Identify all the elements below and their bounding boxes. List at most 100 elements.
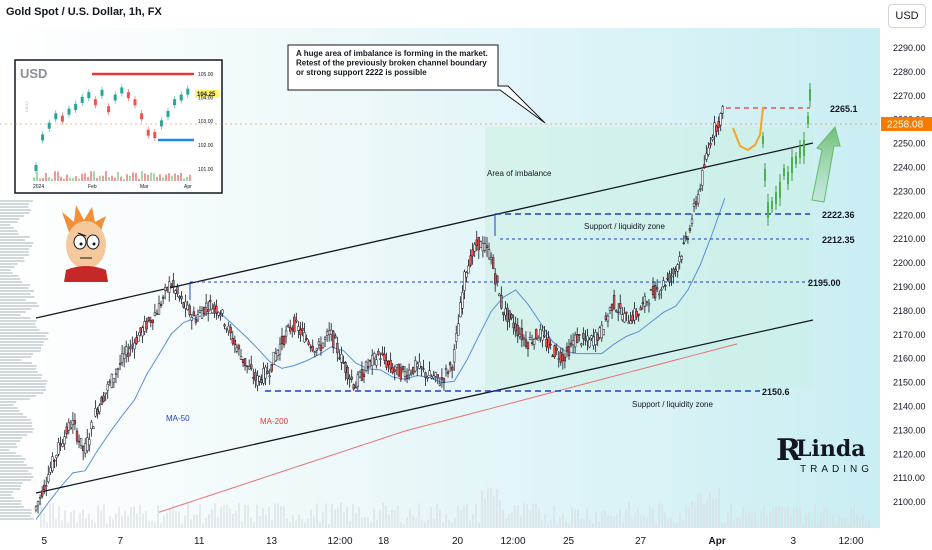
annotation-callout[interactable]: A huge area of imbalance is forming in t… bbox=[287, 44, 546, 124]
volume-bar bbox=[778, 505, 780, 528]
profile-bar bbox=[0, 344, 44, 346]
volume-bar bbox=[493, 495, 495, 528]
candle-body bbox=[108, 381, 111, 383]
candle-body bbox=[701, 170, 704, 186]
price-axis[interactable]: 2290.002280.002270.002260.002250.002240.… bbox=[893, 43, 926, 507]
volume-bar bbox=[397, 505, 399, 528]
candle-body bbox=[69, 426, 72, 430]
volume-bar bbox=[427, 519, 429, 528]
candle-body bbox=[598, 327, 601, 338]
volume-bar bbox=[550, 519, 552, 528]
candle-body bbox=[537, 338, 540, 341]
volume-bar bbox=[463, 505, 465, 528]
volume-bar bbox=[709, 493, 711, 528]
volume-bar bbox=[562, 513, 564, 528]
volume-bar bbox=[844, 518, 846, 528]
price-tick: 2270.00 bbox=[893, 91, 926, 101]
candle-body bbox=[61, 443, 64, 447]
scenario-candle-body bbox=[803, 140, 805, 156]
volume-bar bbox=[439, 509, 441, 528]
candle-body bbox=[561, 354, 565, 361]
candle-body bbox=[280, 335, 284, 345]
inset-volume-bar bbox=[117, 171, 119, 181]
inset-volume-bar bbox=[60, 176, 62, 181]
candle-body bbox=[198, 310, 202, 313]
profile-bar bbox=[0, 428, 35, 430]
candle-body bbox=[393, 369, 396, 372]
volume-bar bbox=[862, 514, 864, 528]
volume-bar bbox=[40, 502, 42, 528]
volume-bar bbox=[820, 513, 822, 528]
volume-bar bbox=[658, 502, 660, 528]
candle-body bbox=[295, 319, 298, 322]
candle-body bbox=[653, 285, 657, 299]
inset-time-feb: Feb bbox=[88, 184, 97, 190]
time-tick: 13 bbox=[266, 536, 278, 547]
candle-body bbox=[57, 442, 60, 455]
profile-bar bbox=[0, 302, 37, 304]
volume-bar bbox=[856, 515, 858, 528]
candle-body bbox=[703, 164, 706, 168]
candle-body bbox=[131, 344, 134, 347]
candle-body bbox=[551, 355, 554, 358]
volume-bar bbox=[481, 490, 483, 528]
candle-body bbox=[608, 307, 612, 312]
candle-body bbox=[71, 419, 75, 425]
profile-bar bbox=[0, 260, 25, 262]
candle-body bbox=[311, 345, 314, 351]
profile-bar bbox=[0, 335, 46, 337]
volume-bar bbox=[208, 514, 210, 528]
volume-bar bbox=[436, 504, 438, 528]
candle-body bbox=[49, 467, 52, 473]
inset-price-101: 101.00 bbox=[198, 167, 214, 173]
volume-bar bbox=[289, 521, 291, 528]
volume-bar bbox=[403, 523, 405, 528]
time-axis[interactable]: 5 7 11 13 12:00 18 20 12:00 25 27 Apr 3 12:00 bbox=[42, 536, 864, 547]
candle-body bbox=[268, 375, 271, 378]
volume-bar bbox=[55, 518, 57, 528]
candle-body bbox=[446, 371, 450, 374]
candle-body bbox=[707, 147, 710, 155]
candle-body bbox=[213, 304, 216, 310]
volume-bar bbox=[223, 504, 225, 528]
candle-body bbox=[289, 327, 292, 332]
time-tick: 12:00 bbox=[328, 536, 353, 547]
candle-body bbox=[565, 346, 569, 351]
volume-bar bbox=[739, 516, 741, 528]
volume-bar bbox=[70, 512, 72, 528]
candle-body bbox=[516, 325, 519, 336]
profile-bar bbox=[0, 287, 29, 289]
candle-body bbox=[545, 338, 548, 347]
candle-body bbox=[559, 351, 562, 363]
profile-bar bbox=[0, 371, 38, 373]
profile-bar bbox=[0, 398, 30, 400]
profile-bar bbox=[0, 323, 36, 325]
volume-bar bbox=[316, 503, 318, 528]
volume-bar bbox=[838, 512, 840, 528]
profile-bar bbox=[0, 269, 11, 271]
candle-body bbox=[567, 346, 571, 357]
candle-body bbox=[262, 368, 265, 384]
candle-body bbox=[416, 363, 419, 368]
volume-bar bbox=[787, 507, 789, 528]
volume-bar bbox=[46, 522, 48, 528]
profile-bar bbox=[0, 230, 18, 232]
annotation-text: A huge area of imbalance is forming in t… bbox=[296, 49, 488, 77]
currency-button[interactable]: USD bbox=[888, 4, 926, 28]
volume-bar bbox=[511, 512, 513, 528]
candle-body bbox=[153, 312, 157, 316]
candle-body bbox=[410, 372, 413, 375]
candle-body bbox=[426, 377, 429, 379]
volume-bar bbox=[721, 522, 723, 528]
channel-lower-line[interactable] bbox=[35, 319, 814, 494]
candle-body bbox=[118, 363, 122, 365]
ma50-label: MA-50 bbox=[166, 414, 190, 423]
inset-volume-bar bbox=[174, 173, 176, 181]
inset-volume-bar bbox=[177, 174, 179, 181]
profile-bar bbox=[0, 275, 19, 277]
volume-bar bbox=[328, 523, 330, 528]
profile-bar bbox=[0, 518, 34, 520]
candle-body bbox=[336, 343, 339, 354]
candle-body bbox=[278, 343, 282, 355]
